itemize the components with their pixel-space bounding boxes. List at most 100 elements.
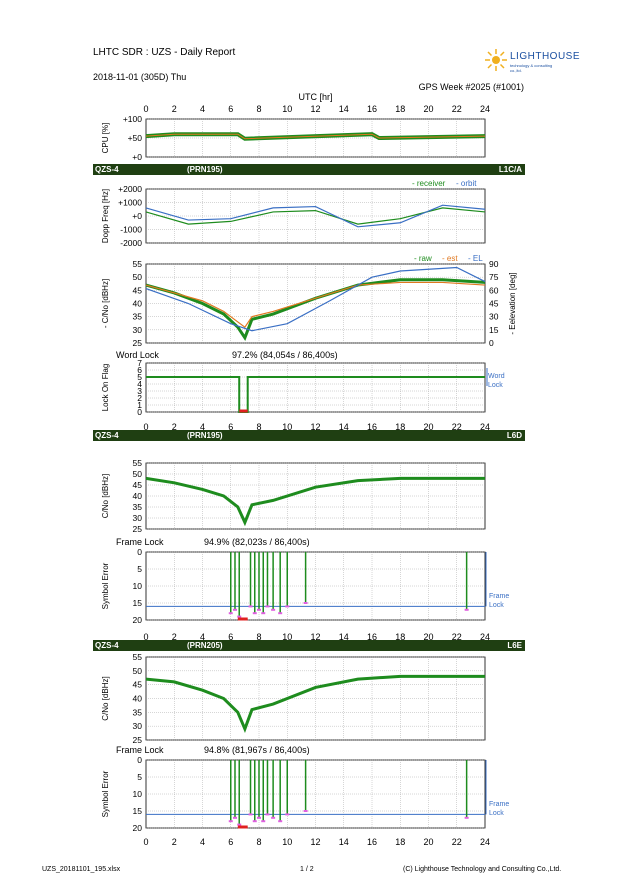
footer-file: UZS_20181101_195.xlsx (42, 866, 121, 873)
prn-label: (PRN195) (187, 431, 223, 440)
utc-tick-label: 22 (452, 104, 462, 114)
symbol-error-point (271, 608, 276, 611)
x-tick-label: 4 (200, 632, 205, 642)
gps-week: GPS Week #2025 (#1001) (418, 82, 524, 92)
y-tick-label: 50 (133, 272, 143, 282)
logo-name: LIGHTHOUSE (510, 51, 581, 62)
y-axis-label: C/No [dBHz] (101, 474, 110, 518)
x-tick-label: 2 (172, 632, 177, 642)
y-axis-label: Symbol Error (101, 562, 110, 609)
utc-tick-label: 8 (256, 104, 261, 114)
y-tick-label: 4 (137, 379, 142, 389)
series-line-EL (145, 266, 486, 332)
x-tick-label: 18 (395, 837, 405, 847)
y-tick-label: 30 (133, 325, 143, 335)
y-tick-label: 50 (133, 469, 143, 479)
symbol-error-point (265, 813, 270, 816)
symbol-error-point (285, 813, 290, 816)
report-date: 2018-11-01 (305D) Thu (93, 72, 187, 82)
x-tick-label: 12 (310, 632, 320, 642)
symbol-error-point (232, 608, 237, 611)
y-tick-label: 25 (133, 735, 143, 745)
y-right-tick-label: 75 (489, 272, 499, 282)
y-tick-label: 35 (133, 502, 143, 512)
symbol-error-point (464, 816, 469, 819)
x-tick-label: 24 (480, 422, 490, 432)
y-tick-label: 7 (137, 358, 142, 368)
section-bar-l6e: QZS-4 (PRN205) L6E (93, 640, 525, 651)
symbol-error-point (228, 820, 233, 823)
x-tick-label: 6 (228, 422, 233, 432)
x-tick-label: 8 (256, 837, 261, 847)
symbol-error-point (271, 816, 276, 819)
x-tick-label: 18 (395, 632, 405, 642)
symbol-error-point (285, 605, 290, 608)
footer-page: 1 / 2 (300, 866, 314, 873)
y-tick-label: 0 (137, 755, 142, 765)
x-tick-label: 10 (282, 632, 292, 642)
x-tick-label: 12 (310, 837, 320, 847)
symbol-error-point (232, 816, 237, 819)
legend-entry: - EL (468, 254, 483, 263)
y-tick-label: -1000 (120, 225, 142, 235)
sunburst-icon (485, 49, 507, 71)
prn-label: (PRN205) (187, 641, 223, 650)
x-tick-label: 8 (256, 632, 261, 642)
x-tick-label: 20 (423, 632, 433, 642)
x-tick-label: 24 (480, 632, 490, 642)
y-tick-label: +2000 (118, 184, 142, 194)
y-right-tick-label: 45 (489, 299, 499, 309)
y-tick-label: 15 (133, 806, 143, 816)
frame-lock-label: Frame Lock (116, 745, 164, 755)
x-tick-label: 24 (480, 837, 490, 847)
series-line-orbit (145, 204, 486, 228)
y-tick-label: 1 (137, 400, 142, 410)
x-tick-label: 8 (256, 422, 261, 432)
y-tick-label: 45 (133, 285, 143, 295)
x-tick-label: 22 (452, 837, 462, 847)
sat-name: QZS-4 (95, 165, 119, 174)
x-tick-label: 4 (200, 422, 205, 432)
symbol-error-point (278, 612, 283, 615)
symbol-error-point (252, 820, 257, 823)
x-tick-label: 2 (172, 837, 177, 847)
x-tick-label: 0 (143, 837, 148, 847)
y-tick-label: 45 (133, 680, 143, 690)
y-tick-label: +0 (132, 152, 142, 162)
y-tick-label: 50 (133, 666, 143, 676)
utc-tick-label: 16 (367, 104, 377, 114)
legend-entry: - orbit (456, 179, 477, 188)
utc-tick-label: 24 (480, 104, 490, 114)
utc-axis-title: UTC [hr] (298, 92, 332, 102)
y-axis-label: CPU [%] (101, 123, 110, 154)
symbol-error-point (248, 813, 253, 816)
symbol-error-point (261, 820, 266, 823)
utc-tick-label: 6 (228, 104, 233, 114)
y-tick-label: +1000 (118, 198, 142, 208)
company-logo: LIGHTHOUSE technology & consulting co.,l… (484, 48, 580, 74)
x-tick-label: 4 (200, 837, 205, 847)
utc-tick-label: 14 (339, 104, 349, 114)
y-tick-label: 2 (137, 393, 142, 403)
y-tick-label: 35 (133, 707, 143, 717)
word-lock-value: 97.2% (84,054s / 86,400s) (232, 350, 338, 360)
symbol-error-point (252, 612, 257, 615)
symbol-error-point (248, 605, 253, 608)
symbol-error-point (237, 823, 242, 826)
x-tick-label: 16 (367, 632, 377, 642)
y-tick-label: 0 (137, 407, 142, 417)
section-bar-l6d: QZS-4 (PRN195) L6D (93, 430, 525, 441)
y-right-tick-label: 30 (489, 312, 499, 322)
x-tick-label: 10 (282, 422, 292, 432)
y-axis-label: - C/No [dBHz] (101, 279, 110, 328)
y-tick-label: 25 (133, 524, 143, 534)
symbol-error-point (303, 810, 308, 812)
y-tick-label: 40 (133, 694, 143, 704)
series-line-cno (145, 476, 485, 527)
frame-lock-legend: Frame Lock (489, 593, 510, 609)
y-tick-label: 10 (133, 789, 143, 799)
y-right-axis-label: - Eelevation [deg] (508, 272, 517, 334)
y-tick-label: +50 (128, 133, 143, 143)
word-lock-legend: Word Lock (488, 373, 505, 389)
frame-lock-label: Frame Lock (116, 537, 164, 547)
